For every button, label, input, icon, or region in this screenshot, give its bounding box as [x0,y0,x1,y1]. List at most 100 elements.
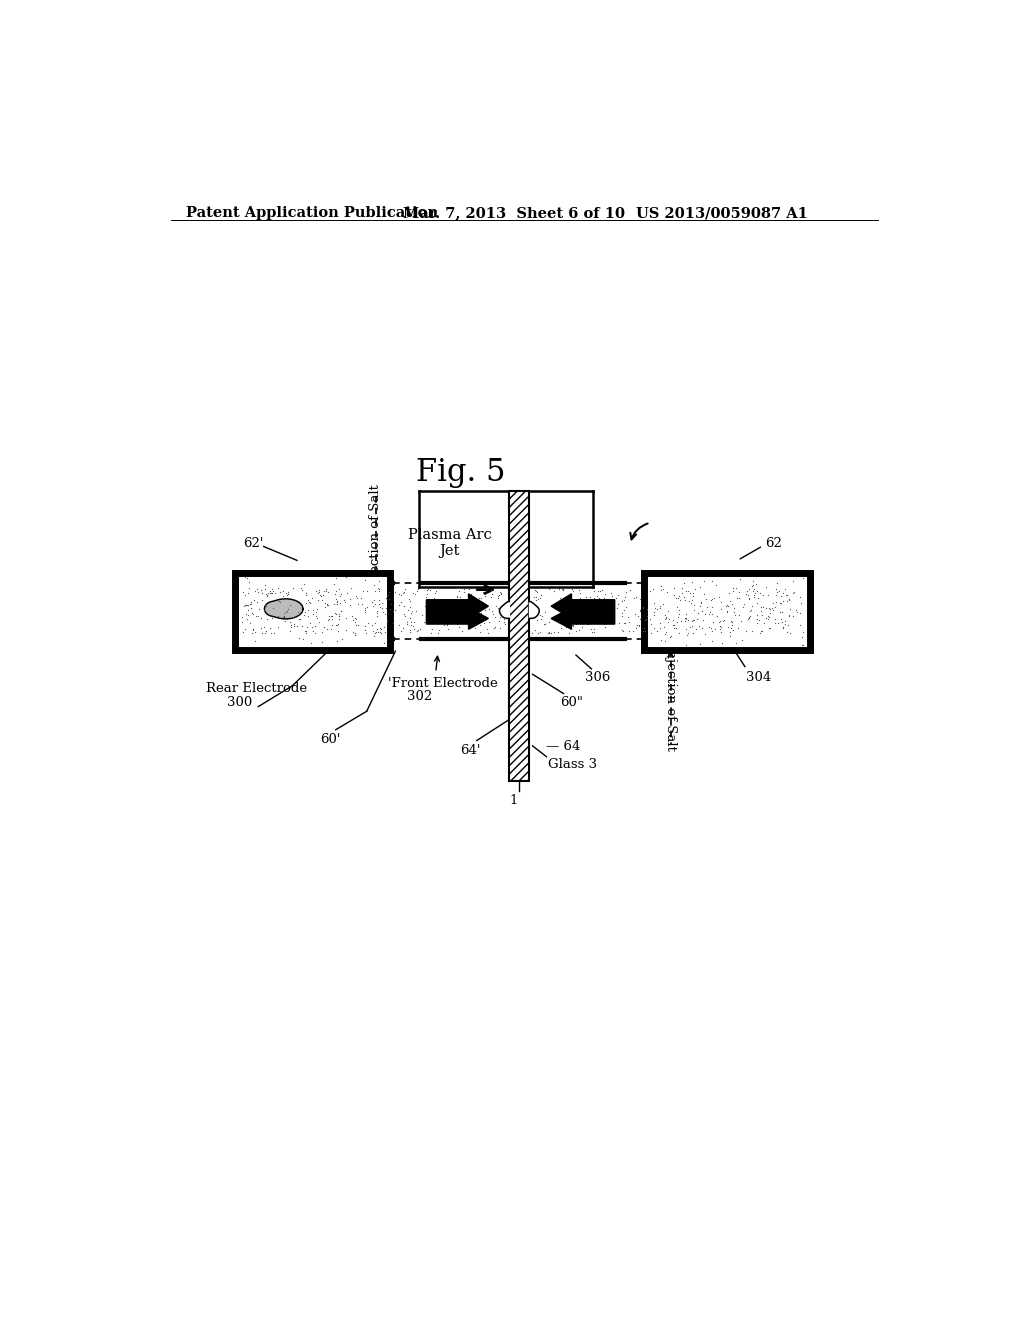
Point [735,594,752,615]
Point [298,585,314,606]
Point [319,595,336,616]
Point [247,581,263,602]
Point [671,585,687,606]
Point [795,627,811,648]
Point [524,622,541,643]
Point [234,622,251,643]
Point [249,591,265,612]
Point [554,578,570,599]
Point [728,587,744,609]
Point [656,631,673,652]
Point [467,616,483,638]
Point [396,581,413,602]
Point [731,587,748,609]
Point [419,583,435,605]
Point [432,597,449,618]
Text: 306: 306 [586,671,610,684]
Point [774,591,791,612]
Point [742,599,759,620]
Point [751,610,767,631]
Point [762,598,778,619]
Point [550,622,566,643]
Point [395,603,412,624]
Point [775,616,792,638]
Point [565,606,582,627]
Point [234,611,251,632]
Point [713,622,729,643]
Point [318,594,335,615]
Point [680,581,696,602]
Point [693,601,710,622]
Point [336,589,352,610]
Point [322,606,338,627]
Point [620,606,636,627]
Point [658,622,675,643]
Point [583,619,599,640]
Point [588,598,604,619]
Point [297,602,313,623]
Point [469,601,485,622]
Point [779,614,796,635]
Point [668,618,684,639]
Text: — 64: — 64 [547,739,581,752]
Point [364,614,380,635]
Point [352,587,369,609]
Point [328,568,344,589]
Point [578,587,594,609]
Point [396,595,413,616]
Point [767,609,783,630]
Point [653,576,670,597]
Point [771,581,787,602]
Point [239,595,255,616]
Point [767,578,783,599]
Point [785,606,802,627]
Point [722,622,738,643]
Point [730,616,746,638]
Point [703,603,720,624]
Point [649,599,666,620]
Point [472,603,488,624]
Point [241,572,257,593]
Point [613,606,630,627]
Point [357,569,374,590]
Point [296,605,312,626]
Point [555,579,571,601]
Point [781,599,798,620]
Point [316,597,333,618]
Point [407,583,423,605]
Point [691,615,708,636]
Point [358,623,375,644]
Point [660,609,677,630]
Point [669,597,685,618]
Point [711,586,727,607]
Point [325,609,341,630]
Point [724,612,740,634]
Point [580,614,596,635]
Point [698,597,715,618]
Point [659,601,676,622]
Point [637,620,653,642]
Point [371,581,387,602]
Point [435,589,452,610]
Point [482,586,499,607]
Point [592,599,608,620]
Point [353,594,370,615]
Point [327,583,343,605]
Point [274,585,291,606]
Point [646,616,663,638]
Point [760,609,776,630]
Point [767,612,783,634]
Point [608,587,625,609]
Point [530,599,547,620]
Point [712,618,728,639]
Point [409,620,425,642]
Point [326,573,342,594]
Point [489,598,506,619]
Point [586,618,602,639]
Point [749,593,765,614]
Point [436,615,453,636]
Point [302,612,318,634]
Point [244,602,260,623]
Point [544,607,560,628]
Point [571,593,588,614]
